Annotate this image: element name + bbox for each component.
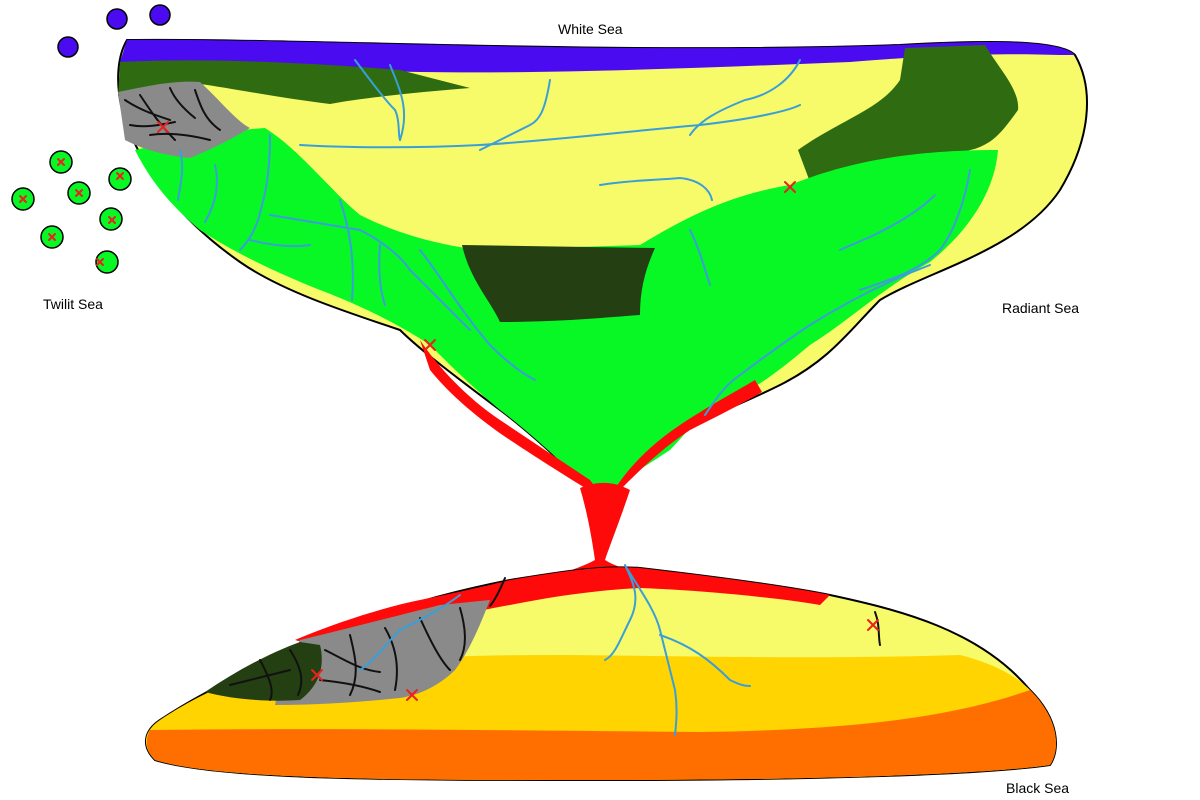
- green-island: [49, 150, 73, 174]
- orange-coast: [146, 690, 1056, 780]
- lava-ridge-east: [608, 380, 762, 500]
- rivers-north: [177, 59, 971, 416]
- green-island: [40, 225, 64, 249]
- green-islands: [11, 150, 132, 274]
- markers-north: [157, 121, 796, 351]
- blue-island: [149, 4, 171, 26]
- label-white-sea: White Sea: [558, 21, 623, 37]
- green-island: [67, 181, 91, 205]
- lava-rim-south: [295, 567, 830, 643]
- rock-highlands-south: [275, 600, 490, 705]
- green-island: [99, 207, 123, 231]
- marker-x: [406, 689, 418, 701]
- blue-island: [57, 36, 79, 58]
- marker-x: [784, 181, 796, 193]
- northern-continent: [117, 38, 1088, 501]
- rock-cracks-northwest: [124, 87, 221, 141]
- label-radiant-sea: Radiant Sea: [1002, 300, 1079, 316]
- label-black-sea: Black Sea: [1006, 780, 1069, 796]
- forest-northwest: [118, 60, 470, 104]
- rock-highlands-northwest: [118, 81, 250, 158]
- blue-islands: [57, 4, 171, 58]
- southern-continent: [145, 564, 1057, 782]
- green-island: [108, 167, 132, 191]
- marker-x: [311, 669, 323, 681]
- marker-x: [157, 121, 169, 133]
- marker-x: [867, 619, 879, 631]
- green-island: [11, 187, 35, 211]
- blue-island: [106, 8, 128, 30]
- markers-south: [311, 619, 879, 701]
- marker-x: [424, 339, 436, 351]
- lava-ridge-west: [420, 340, 605, 500]
- rock-cracks-south: [229, 577, 506, 701]
- green-island: [95, 250, 119, 274]
- rivers-south: [359, 564, 751, 736]
- label-twilit-sea: Twilit Sea: [43, 296, 103, 312]
- dark-forest-center: [462, 245, 655, 322]
- dark-forest-south: [205, 642, 322, 701]
- forest-northeast: [798, 45, 1019, 182]
